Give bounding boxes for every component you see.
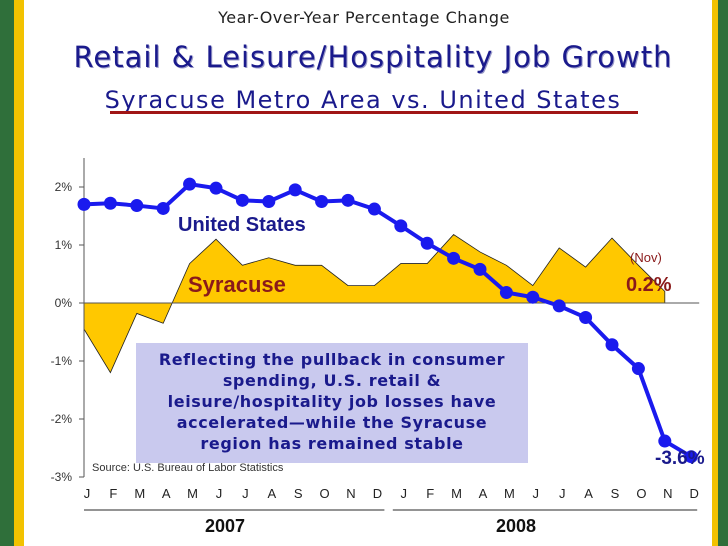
us-data-point (156, 201, 170, 215)
x-tick-label: F (109, 486, 117, 501)
x-tick-label: M (504, 486, 515, 501)
us-data-point (605, 338, 619, 352)
us-data-point (473, 262, 487, 276)
year-label-2007: 2007 (205, 516, 246, 536)
year-label-2008: 2008 (496, 516, 537, 536)
us-data-point (658, 434, 672, 448)
annotation-box: Reflecting the pullback in consumer spen… (136, 343, 528, 463)
y-tick-label: -2% (51, 412, 73, 426)
y-tick-label: -3% (51, 470, 73, 484)
us-data-point (209, 181, 223, 195)
x-tick-label: N (663, 486, 672, 501)
y-tick-label: 0% (55, 296, 73, 310)
x-tick-label: J (242, 486, 249, 501)
us-data-point (420, 236, 434, 250)
chart-title: Retail & Leisure/Hospitality Job Growth (73, 40, 673, 74)
chart-subtitle: Syracuse Metro Area vs. United States (104, 86, 622, 114)
us-data-point (684, 450, 698, 464)
x-tick-label: A (479, 486, 488, 501)
us-data-point (447, 251, 461, 265)
x-tick-label: J (401, 486, 408, 501)
x-tick-label: J (559, 486, 566, 501)
us-data-point (526, 290, 540, 304)
annotation-line: accelerated—while the Syracuse (176, 413, 488, 432)
x-tick-label: O (636, 486, 646, 501)
y-tick-label: 1% (55, 238, 73, 252)
us-data-point (579, 311, 593, 324)
subtitle-underline (110, 111, 638, 114)
annotation-line: spending, U.S. retail & (222, 371, 442, 390)
right-yellow-stripe (712, 0, 718, 546)
x-tick-label: D (373, 486, 382, 501)
us-data-point (341, 193, 355, 207)
us-data-point (552, 299, 566, 313)
x-tick-label: S (611, 486, 620, 501)
syracuse-series-label: Syracuse (188, 272, 286, 297)
annotation-line: leisure/hospitality job losses have (167, 392, 497, 411)
us-data-point (631, 362, 645, 376)
right-green-stripe (718, 0, 728, 546)
syracuse-area (83, 234, 666, 374)
us-data-point (183, 177, 197, 191)
y-tick-label: 2% (55, 180, 73, 194)
annotation-line: Reflecting the pullback in consumer (158, 350, 506, 369)
us-data-point (235, 193, 249, 207)
us-data-point (367, 202, 381, 216)
us-data-point (499, 286, 513, 300)
x-tick-label: J (533, 486, 540, 501)
us-data-point (394, 219, 408, 233)
x-tick-label: J (84, 486, 91, 501)
x-tick-label: J (216, 486, 223, 501)
syracuse-end-value-label: 0.2% (626, 274, 672, 296)
x-tick-label: A (162, 486, 171, 501)
left-green-stripe (0, 0, 14, 546)
x-tick-label: F (426, 486, 434, 501)
us-series-label: United States (178, 214, 306, 236)
us-data-point (103, 196, 117, 210)
syracuse-end-period-label: (Nov) (630, 250, 662, 265)
us-data-point (77, 197, 91, 211)
us-data-point (262, 195, 276, 208)
x-tick-label: A (267, 486, 276, 501)
source-note: Source: U.S. Bureau of Labor Statistics (92, 462, 284, 474)
x-tick-label: O (320, 486, 330, 501)
us-data-point (130, 199, 144, 213)
x-tick-label: M (451, 486, 462, 501)
x-tick-label: D (690, 486, 699, 501)
y-tick-label: -1% (51, 354, 73, 368)
x-tick-label: M (134, 486, 145, 501)
x-tick-label: N (346, 486, 355, 501)
chart-supertitle: Year-Over-Year Percentage Change (218, 8, 510, 27)
annotation-line: region has remained stable (200, 434, 464, 453)
x-tick-label: M (187, 486, 198, 501)
us-end-value-label: -3.6% (655, 448, 705, 469)
x-tick-label: S (294, 486, 303, 501)
x-tick-label: A (584, 486, 593, 501)
us-data-point (288, 183, 302, 197)
left-yellow-stripe (14, 0, 24, 546)
us-data-point (315, 195, 329, 208)
